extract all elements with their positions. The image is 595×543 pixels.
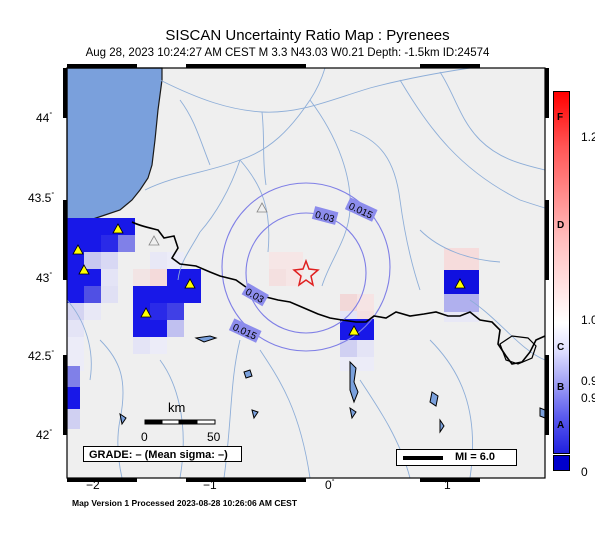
contour-inner [245, 212, 367, 334]
grade-box: GRADE: – (Mean sigma: –) [83, 446, 242, 462]
frame-ticks [63, 64, 549, 482]
station-triangle [454, 278, 466, 289]
lat-tick-label: 42.5° [28, 349, 55, 363]
mi-label: MI = 6.0 [455, 451, 496, 463]
contours [221, 182, 391, 352]
contour-labels: 0.015 0.03 0.03 0.015 [228, 197, 378, 343]
scale-unit: km [168, 400, 186, 415]
grid-cells [67, 218, 479, 429]
station-triangle [72, 244, 84, 255]
lon-tick-label: 1° [444, 478, 454, 492]
map-title: SISCAN Uncertainty Ratio Map : Pyrenees [165, 27, 450, 44]
colorbar-letter: F [557, 112, 564, 123]
lon-tick-label: −1° [203, 478, 220, 492]
colorbar-letter: B [557, 382, 565, 393]
station-triangle [348, 325, 360, 336]
station-triangle-hollow [256, 202, 268, 213]
contour-label: 0.03 [314, 210, 336, 226]
lat-tick-label: 42° [36, 428, 53, 442]
lat-tick-label: 44° [36, 111, 53, 125]
scale-end: 50 [207, 430, 221, 444]
colorbar-value: 0.9 [581, 391, 595, 405]
lat-tick-label: 43° [36, 271, 53, 285]
station-triangle [78, 264, 90, 275]
scale-bar [144, 419, 216, 425]
colorbar-value: 0 [581, 465, 588, 479]
lakes [119, 335, 546, 434]
event-details: Aug 28, 2023 10:24:27 AM CEST M 3.3 N43.… [85, 47, 490, 59]
colorbar-value: 1.0 [581, 313, 595, 327]
contour-outer [221, 182, 391, 352]
colorbar-letter: A [557, 420, 565, 431]
colorbar-lowest-swatch [553, 455, 570, 471]
colorbar-letter: D [557, 220, 565, 231]
colorbar-letter: C [557, 342, 565, 353]
station-triangle [140, 307, 152, 318]
lon-tick-label: −2° [86, 478, 103, 492]
colorbar [553, 91, 570, 454]
andorra-outline [499, 335, 537, 365]
colorbar-value: 0.9 [581, 374, 595, 388]
lat-tick-label: 43.5° [28, 191, 55, 205]
mi-line [403, 456, 443, 460]
station-triangle-hollow [148, 235, 160, 246]
processing-footer: Map Version 1 Processed 2023-08-28 10:26… [72, 498, 298, 508]
lon-tick-label: 0° [325, 478, 335, 492]
epicenter-star [292, 258, 320, 287]
mi-legend: MI = 6.0 [396, 449, 517, 466]
station-triangle [112, 223, 124, 234]
stations [72, 202, 466, 336]
colorbar-value: 1.2 [581, 130, 595, 144]
scale-start: 0 [141, 430, 148, 444]
national-border [131, 221, 546, 365]
station-triangle [184, 278, 196, 289]
